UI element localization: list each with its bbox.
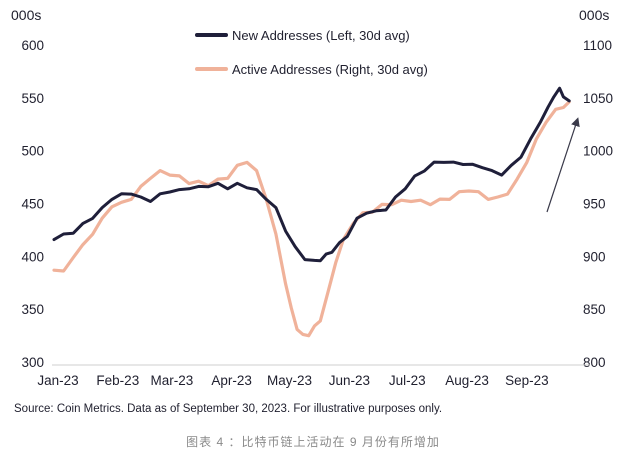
left-tick-label: 350 xyxy=(21,302,44,317)
legend-label-new-addresses: New Addresses (Left, 30d avg) xyxy=(232,28,410,43)
x-axis-ticks: Jan-23 Feb-23 Mar-23 Apr-23 May-23 Jun-23 Jul-… xyxy=(37,373,548,388)
legend-label-active-addresses: Active Addresses (Right, 30d avg) xyxy=(232,62,428,77)
source-note: Source: Coin Metrics. Data as of Septemb… xyxy=(14,403,442,415)
x-tick-label: Jul-23 xyxy=(389,373,426,388)
left-tick-label: 450 xyxy=(21,197,44,212)
x-tick-label: Feb-23 xyxy=(96,373,139,388)
right-tick-label: 1050 xyxy=(583,91,613,106)
right-tick-label: 950 xyxy=(583,197,606,212)
left-tick-label: 300 xyxy=(21,355,44,370)
right-tick-label: 800 xyxy=(583,355,606,370)
right-axis-ticks: 800 850 900 950 1000 1050 1100 xyxy=(583,38,613,370)
series-group xyxy=(52,86,571,338)
left-tick-label: 600 xyxy=(21,38,44,53)
x-tick-label: Apr-23 xyxy=(211,373,252,388)
left-tick-label: 400 xyxy=(21,249,44,264)
x-tick-label: May-23 xyxy=(267,373,312,388)
right-tick-label: 900 xyxy=(583,249,606,264)
left-tick-label: 500 xyxy=(21,144,44,159)
left-axis-unit: 000s xyxy=(11,7,41,23)
x-tick-label: Jun-23 xyxy=(329,373,370,388)
trend-arrow xyxy=(546,117,580,213)
series-line-new-addresses xyxy=(52,86,571,263)
right-tick-label: 1100 xyxy=(583,38,612,53)
x-tick-label: Jan-23 xyxy=(37,373,78,388)
left-axis-ticks: 300 350 400 450 500 550 600 xyxy=(21,38,44,370)
x-tick-label: Mar-23 xyxy=(150,373,193,388)
right-tick-label: 850 xyxy=(583,302,606,317)
x-tick-label: Aug-23 xyxy=(445,373,489,388)
left-tick-label: 550 xyxy=(21,91,44,106)
series-line-active-addresses xyxy=(52,100,571,338)
figure-caption: 图表 4 ：比特币链上活动在 9 月份有所增加 xyxy=(186,434,440,449)
right-axis-unit: 000s xyxy=(579,7,609,23)
right-tick-label: 1000 xyxy=(583,144,613,159)
x-tick-label: Sep-23 xyxy=(505,373,549,388)
legend: New Addresses (Left, 30d avg) Active Add… xyxy=(195,28,428,77)
